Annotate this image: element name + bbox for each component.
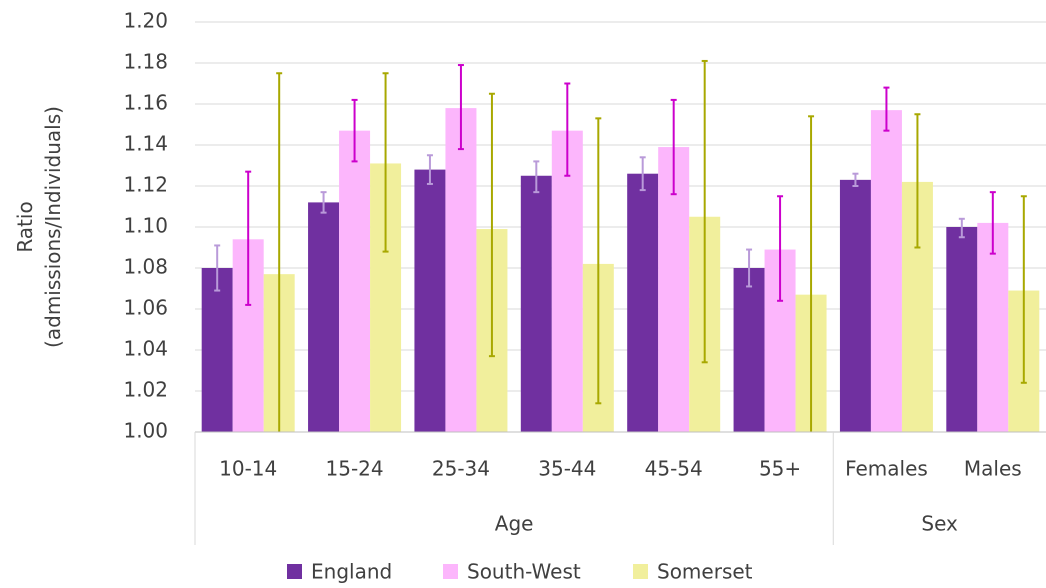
x-tick-label: Females bbox=[845, 457, 928, 481]
y-axis-label-line: (admissions/Individuals) bbox=[41, 106, 65, 348]
y-axis-label: Ratio (admissions/Individuals) bbox=[13, 106, 65, 348]
error-bar bbox=[320, 191, 327, 214]
y-tick-label: 1.12 bbox=[123, 173, 168, 197]
bar bbox=[339, 130, 371, 432]
x-tick-label: Males bbox=[964, 457, 1022, 481]
error-bar bbox=[564, 82, 571, 177]
legend-swatch bbox=[443, 564, 458, 579]
error-bar bbox=[533, 160, 540, 194]
x-tick-label: 25-34 bbox=[432, 457, 490, 481]
bar bbox=[414, 169, 446, 432]
error-bar bbox=[808, 115, 815, 432]
bar bbox=[551, 130, 583, 432]
y-tick-label: 1.16 bbox=[123, 91, 168, 115]
error-bar bbox=[746, 248, 753, 288]
error-bar bbox=[914, 113, 921, 249]
bar bbox=[733, 268, 765, 432]
bar bbox=[520, 175, 552, 432]
x-group-label: Age bbox=[495, 512, 534, 536]
y-tick-label: 1.06 bbox=[123, 296, 168, 320]
bar bbox=[201, 268, 233, 432]
error-bar bbox=[1020, 195, 1027, 384]
error-bar bbox=[883, 86, 890, 132]
error-bar bbox=[670, 98, 677, 196]
bar bbox=[946, 227, 978, 432]
x-tick-label: 55+ bbox=[759, 457, 801, 481]
error-bar bbox=[276, 72, 283, 432]
plot-area bbox=[201, 59, 1040, 432]
error-bar bbox=[852, 172, 859, 187]
bar bbox=[870, 110, 902, 432]
error-bar bbox=[245, 170, 252, 306]
error-bar bbox=[488, 92, 495, 358]
error-bar bbox=[426, 154, 433, 185]
legend-label: South-West bbox=[467, 560, 581, 584]
error-bar bbox=[351, 98, 358, 163]
error-bar bbox=[595, 117, 602, 405]
error-bar bbox=[639, 156, 646, 192]
x-tick-label: 10-14 bbox=[219, 457, 277, 481]
bar bbox=[445, 108, 477, 432]
legend-label: England bbox=[311, 560, 392, 584]
x-tick-label: 15-24 bbox=[326, 457, 384, 481]
legend-label: Somerset bbox=[657, 560, 753, 584]
error-bar bbox=[457, 64, 464, 151]
y-tick-label: 1.04 bbox=[123, 337, 168, 361]
legend-swatch bbox=[287, 564, 302, 579]
bar bbox=[627, 173, 659, 432]
bar bbox=[977, 222, 1009, 432]
legend-swatch bbox=[633, 564, 648, 579]
error-bar bbox=[777, 195, 784, 302]
bar bbox=[308, 202, 340, 432]
error-bar bbox=[958, 217, 965, 239]
y-tick-label: 1.00 bbox=[123, 419, 168, 443]
error-bar bbox=[214, 244, 221, 292]
y-tick-label: 1.02 bbox=[123, 378, 168, 402]
x-tick-label: 35-44 bbox=[538, 457, 596, 481]
x-tick-label: 45-54 bbox=[645, 457, 703, 481]
y-axis-label-line: Ratio bbox=[13, 201, 37, 252]
y-tick-label: 1.10 bbox=[123, 214, 168, 238]
y-tick-label: 1.18 bbox=[123, 50, 168, 74]
x-group-label: Sex bbox=[921, 512, 958, 536]
y-tick-label: 1.14 bbox=[123, 132, 168, 156]
y-tick-label: 1.20 bbox=[123, 9, 168, 33]
error-bar bbox=[989, 191, 996, 255]
error-bar bbox=[701, 59, 708, 364]
bar bbox=[839, 179, 871, 432]
error-bar bbox=[382, 72, 389, 253]
y-tick-label: 1.08 bbox=[123, 255, 168, 279]
